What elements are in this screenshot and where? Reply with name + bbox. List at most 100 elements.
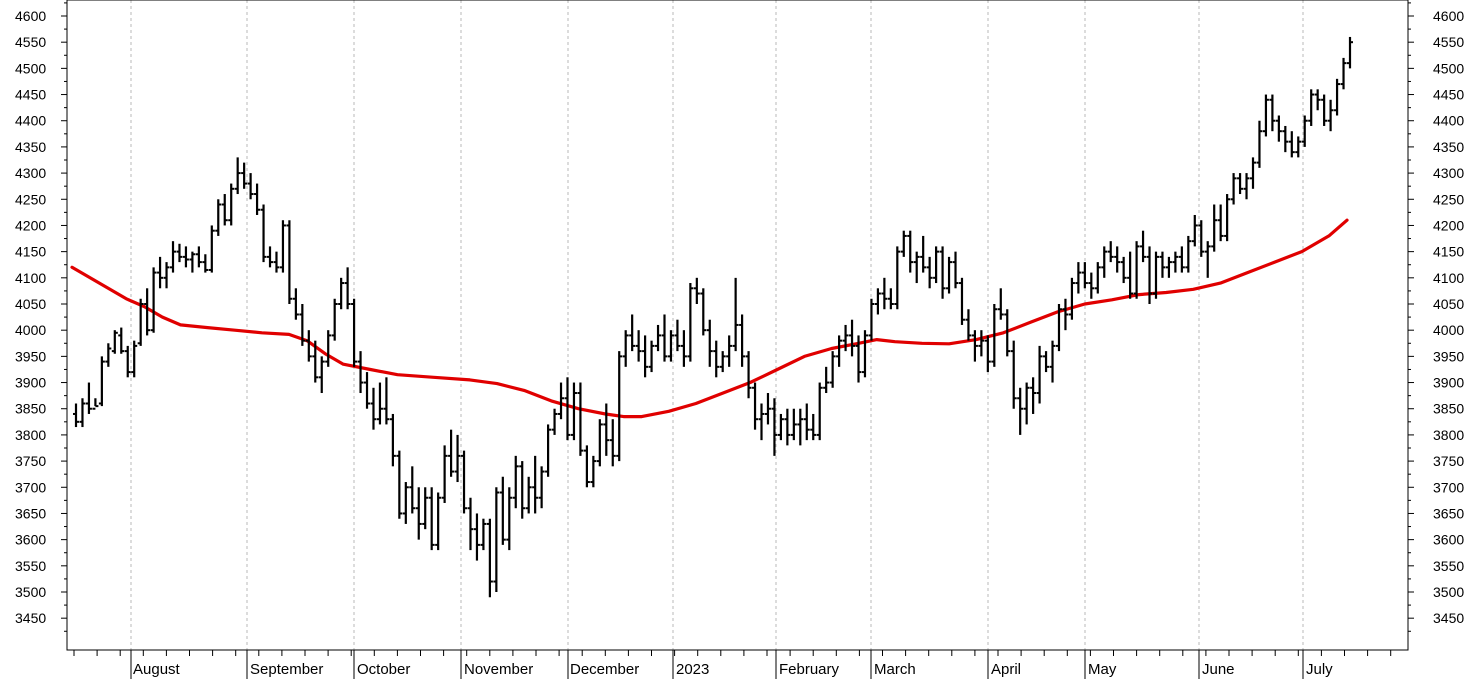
y-tick-label-left: 3600 [15, 532, 46, 548]
x-month-label: April [991, 661, 1021, 678]
price-bar [234, 157, 241, 195]
price-bar [305, 330, 312, 362]
price-bar [758, 403, 765, 441]
price-bar [357, 351, 364, 394]
y-tick-label-left: 4200 [15, 217, 46, 233]
y-tick-label-left: 4150 [15, 244, 46, 260]
price-bar [163, 262, 170, 289]
price-bar [887, 288, 894, 310]
x-month-label: October [357, 661, 410, 678]
price-bar [79, 398, 86, 428]
price-bar [564, 377, 571, 441]
price-bar [137, 298, 144, 346]
y-tick-label-left: 3450 [15, 610, 46, 626]
price-bar [674, 319, 681, 352]
price-bar [622, 330, 629, 367]
price-bar [1081, 262, 1088, 289]
price-bar [655, 324, 662, 352]
price-bar [435, 492, 442, 551]
price-bar [978, 330, 985, 357]
price-bar [648, 340, 655, 373]
y-tick-label-left: 4450 [15, 87, 46, 103]
price-bar [370, 387, 377, 430]
x-month-label: 2023 [676, 661, 709, 678]
x-month-label: July [1306, 661, 1333, 678]
price-bar [1088, 272, 1095, 299]
price-bar [952, 251, 959, 289]
y-tick-label-right: 4550 [1433, 34, 1464, 50]
price-bar [777, 413, 784, 441]
price-bar [1068, 277, 1075, 320]
price-bar [532, 455, 539, 514]
price-bar [441, 445, 448, 503]
price-bar [797, 408, 804, 446]
y-tick-label-right: 3650 [1433, 505, 1464, 521]
price-bar [855, 335, 862, 383]
price-bar [131, 340, 138, 378]
price-bar [706, 319, 713, 367]
price-bar [124, 345, 131, 378]
price-bar [331, 298, 338, 341]
price-bar [1211, 204, 1218, 252]
x-month-label: February [779, 661, 840, 678]
price-bar [1275, 115, 1282, 142]
x-month-label: March [874, 661, 916, 678]
y-tick-label-right: 4500 [1433, 60, 1464, 76]
price-bar [325, 330, 332, 367]
y-tick-label-left: 3500 [15, 584, 46, 600]
price-bar [1237, 173, 1244, 195]
price-bar [745, 351, 752, 399]
price-bar [726, 335, 733, 367]
price-bar [525, 476, 532, 514]
price-bar [907, 230, 914, 273]
price-bar [1062, 298, 1069, 331]
price-bar [1321, 94, 1328, 126]
price-bar [176, 243, 183, 263]
y-tick-label-right: 4450 [1433, 87, 1464, 103]
price-bar [499, 476, 506, 545]
price-bar [454, 434, 461, 483]
price-bar [1340, 57, 1347, 90]
price-bar [603, 403, 610, 456]
price-bar [150, 267, 157, 333]
price-bar [506, 487, 513, 551]
price-bar [286, 220, 293, 304]
price-bar [790, 408, 797, 441]
y-tick-label-right: 3450 [1433, 610, 1464, 626]
price-bar [473, 513, 480, 561]
price-bar [881, 277, 888, 310]
price-bar [667, 330, 674, 362]
price-bar [958, 277, 965, 325]
y-tick-label-right: 4150 [1433, 244, 1464, 260]
price-bar [1295, 136, 1302, 158]
price-bar [1075, 262, 1082, 294]
price-bar [1282, 125, 1289, 153]
price-bar [157, 256, 164, 289]
y-tick-label-left: 4100 [15, 270, 46, 286]
price-bar [1288, 131, 1295, 158]
price-bar [221, 194, 228, 226]
y-tick-label-left: 4250 [15, 191, 46, 207]
y-tick-label-left: 3550 [15, 558, 46, 574]
price-bar [376, 382, 383, 425]
price-bar [545, 424, 552, 477]
price-bar [409, 466, 416, 514]
price-bar [389, 413, 396, 467]
y-tick-label-left: 4050 [15, 296, 46, 312]
price-bar [247, 173, 254, 200]
price-bar [254, 183, 261, 215]
price-bar [997, 288, 1004, 320]
price-bar [195, 246, 202, 268]
price-bar [609, 419, 616, 467]
y-tick-label-left: 4500 [15, 60, 46, 76]
price-bar [570, 382, 577, 441]
price-bar [111, 330, 118, 354]
price-bar [312, 340, 319, 383]
price-bar [486, 518, 493, 598]
price-bar [739, 314, 746, 367]
price-bar [1140, 230, 1147, 263]
price-bar [480, 518, 487, 551]
price-bar [318, 356, 325, 394]
